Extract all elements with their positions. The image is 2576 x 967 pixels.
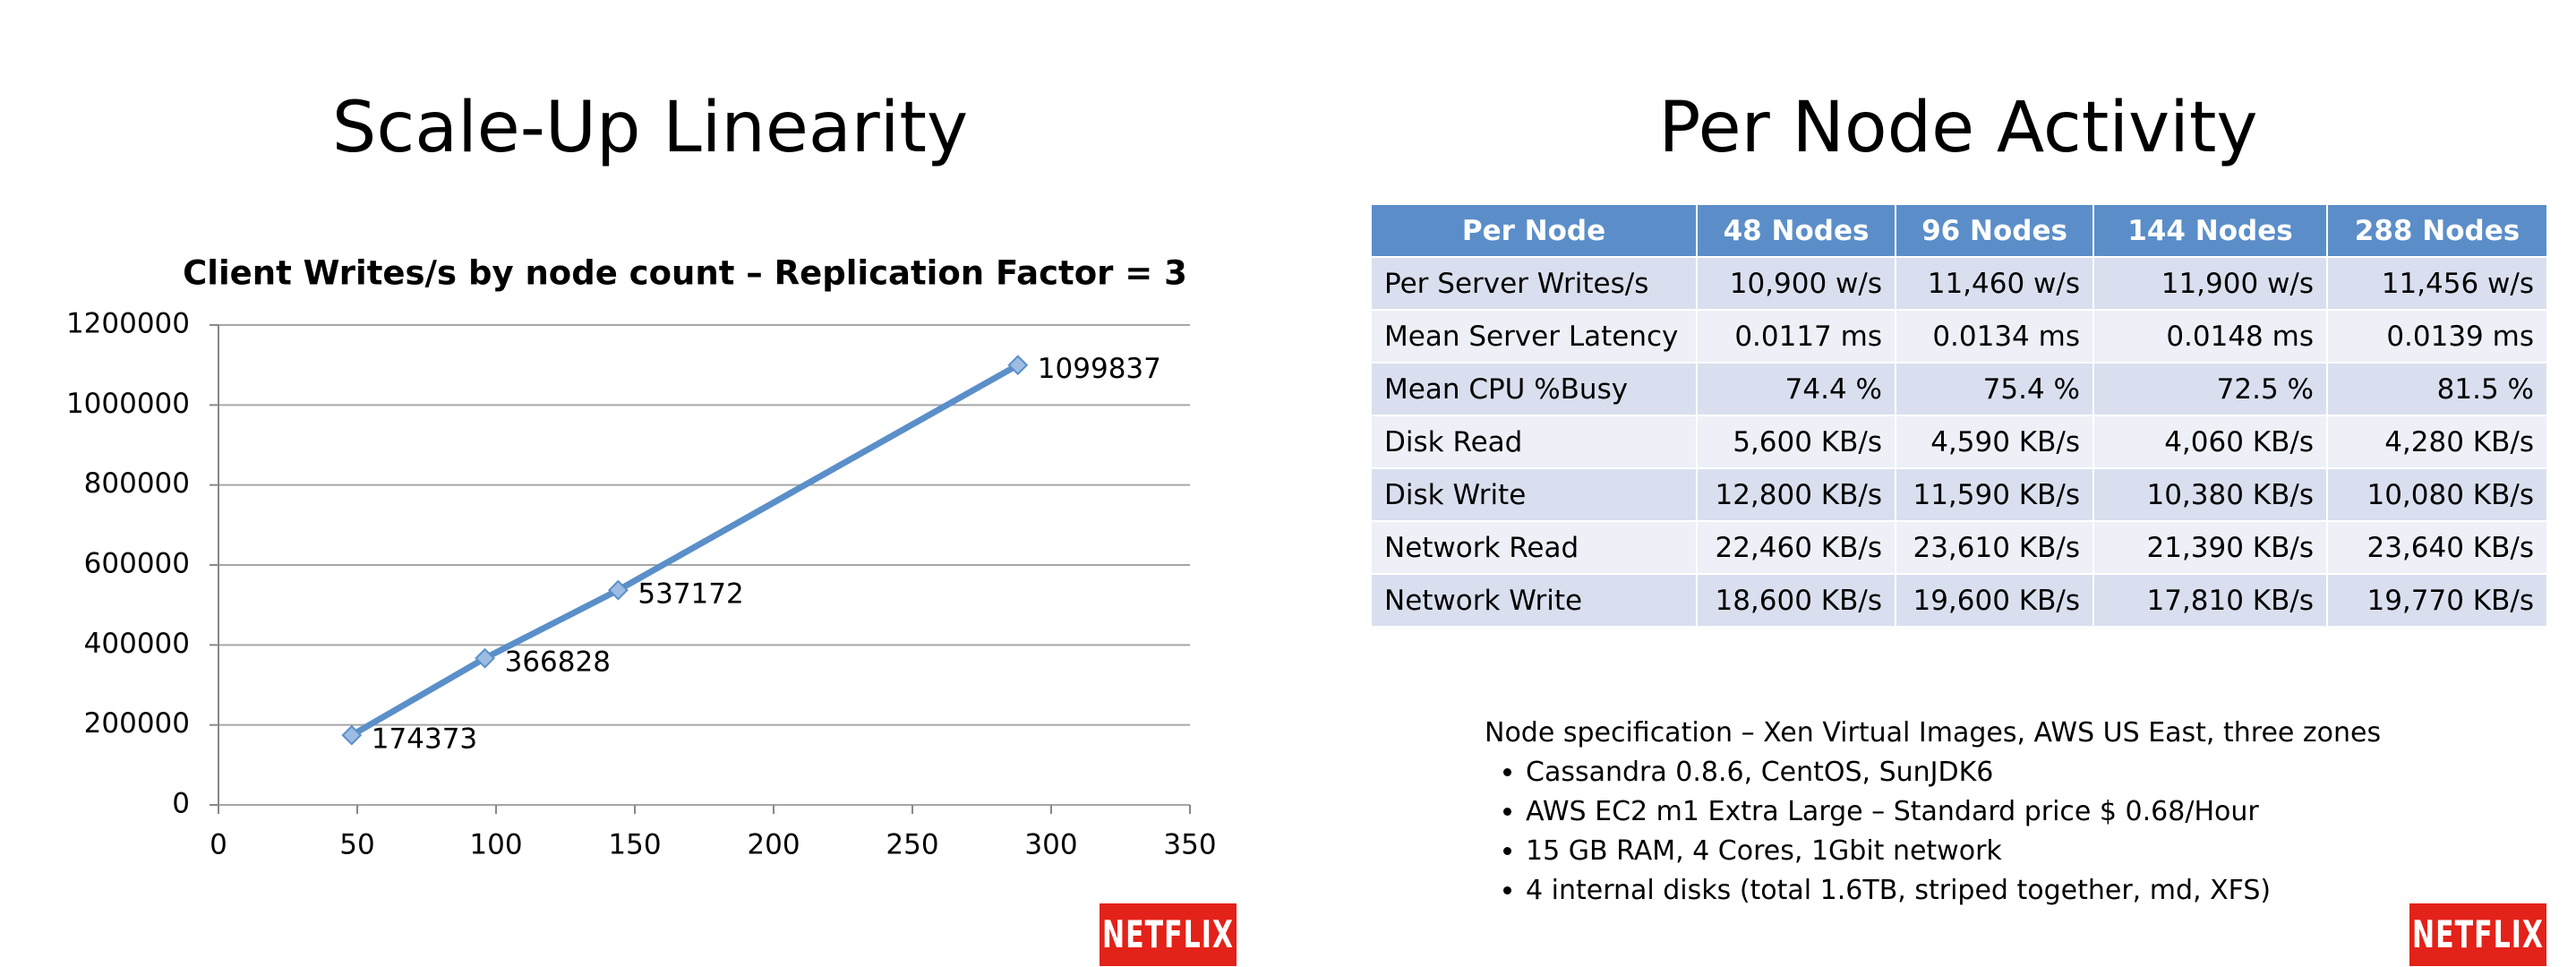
table-cell: 23,610 KB/s [1895, 520, 2094, 575]
table-row: Per Server Writes/s 10,900 w/s 11,460 w/s 1… [1370, 256, 2548, 311]
data-label: 174373 [372, 723, 477, 756]
x-tick-label: 150 [608, 829, 661, 861]
table-cell: 10,900 w/s [1696, 256, 1896, 311]
y-tick-label: 1000000 [66, 388, 190, 420]
table-cell: 11,900 w/s [2092, 256, 2328, 311]
table-cell: 0.0148 ms [2092, 309, 2328, 364]
data-line [350, 362, 1020, 739]
data-label: 537172 [638, 578, 743, 611]
table-cell: 11,590 KB/s [1895, 467, 2094, 522]
table-cell: 21,390 KB/s [2092, 520, 2328, 575]
table-cell: 11,456 w/s [2326, 256, 2548, 311]
data-point [607, 579, 629, 601]
table-cell: 10,380 KB/s [2092, 467, 2328, 522]
table-cell: 74.4 % [1696, 362, 1896, 416]
data-point [475, 647, 496, 669]
header-cell: Per Node [1370, 203, 1698, 258]
table-cell: 75.4 % [1895, 362, 2094, 416]
table-cell: 17,810 KB/s [2092, 573, 2328, 628]
table-cell: 18,600 KB/s [1696, 573, 1896, 628]
logo-text: NETFLIX [1102, 912, 1234, 957]
table-row: Network Read 22,460 KB/s 23,610 KB/s 21,390… [1370, 520, 2548, 575]
netflix-logo: NETFLIX [1100, 903, 1237, 966]
table-cell: 22,460 KB/s [1696, 520, 1896, 575]
y-tick-label: 600000 [84, 548, 190, 580]
x-tick-label: 50 [339, 829, 374, 861]
y-tick-label: 400000 [84, 628, 190, 660]
chart: Client Writes/s by node count – Replicat… [66, 254, 1217, 861]
table-cell: 72.5 % [2092, 362, 2328, 416]
bullet-list: Cassandra 0.8.6, CentOS, SunJDK6AWS EC2 … [1485, 753, 2381, 911]
right-title: Per Node Activity [1658, 88, 2258, 168]
logo-text: NETFLIX [2412, 912, 2544, 957]
table-cell: 10,080 KB/s [2326, 467, 2548, 522]
table-cell: Network Write [1370, 573, 1698, 628]
table-cell: Disk Read [1370, 415, 1698, 469]
table-row: Mean CPU %Busy 74.4 % 75.4 % 72.5 % 81.5 % [1370, 362, 2548, 416]
bullet: Cassandra 0.8.6, CentOS, SunJDK6 [1526, 753, 2381, 792]
table-row: Network Write 18,600 KB/s 19,600 KB/s 17,81… [1370, 573, 2548, 628]
y-tick-label: 200000 [84, 707, 190, 740]
table-cell: Disk Write [1370, 467, 1698, 522]
bullet: 4 internal disks (total 1.6TB, striped t… [1526, 871, 2381, 911]
x-tick-label: 300 [1024, 829, 1077, 861]
table-cell: 0.0117 ms [1696, 309, 1896, 364]
x-tick-label: 350 [1163, 829, 1216, 861]
data-label: 1099837 [1038, 353, 1161, 385]
left-title: Scale-Up Linearity [331, 88, 969, 168]
table-cell: 4,590 KB/s [1895, 415, 2094, 469]
table-cell: 12,800 KB/s [1696, 467, 1896, 522]
activity-table: Per Node 48 Nodes 96 Nodes 144 Nodes 288 Nod… [1370, 203, 2548, 628]
bullet: AWS EC2 m1 Extra Large – Standard price … [1526, 792, 2381, 832]
table-row: Mean Server Latency 0.0117 ms 0.0134 ms 0.0… [1370, 309, 2548, 364]
chart-title: Client Writes/s by node count – Replicat… [183, 254, 1187, 293]
x-tick-label: 200 [747, 829, 800, 861]
table-cell: 4,280 KB/s [2326, 415, 2548, 469]
data-label: 366828 [505, 646, 611, 679]
bullet: 15 GB RAM, 4 Cores, 1Gbit network [1526, 832, 2381, 871]
table-cell: Per Server Writes/s [1370, 256, 1698, 311]
table-cell: Network Read [1370, 520, 1698, 575]
header-cell: 144 Nodes [2092, 203, 2328, 258]
table-cell: 0.0139 ms [2326, 309, 2548, 364]
y-tick-label: 800000 [84, 467, 190, 500]
table-cell: 11,460 w/s [1895, 256, 2094, 311]
header-cell: 96 Nodes [1895, 203, 2094, 258]
y-tick-label: 1200000 [66, 308, 190, 340]
data-point [341, 724, 363, 746]
table-cell: 19,600 KB/s [1895, 573, 2094, 628]
table-row: Disk Read 5,600 KB/s 4,590 KB/s 4,060 KB/s 4… [1370, 415, 2548, 469]
table-cell: 5,600 KB/s [1696, 415, 1896, 469]
header-cell: 48 Nodes [1696, 203, 1896, 258]
y-tick-label: 0 [172, 788, 190, 820]
notes-heading: Node specification – Xen Virtual Images,… [1485, 717, 2382, 749]
netflix-logo: NETFLIX [2409, 903, 2546, 966]
header-cell: 288 Nodes [2326, 203, 2548, 258]
table-cell: 4,060 KB/s [2092, 415, 2328, 469]
x-tick-label: 100 [469, 829, 522, 861]
table-row: Disk Write 12,800 KB/s 11,590 KB/s 10,380 K… [1370, 467, 2548, 522]
x-tick-label: 0 [210, 829, 227, 861]
table-cell: 23,640 KB/s [2326, 520, 2548, 575]
table-cell: 0.0134 ms [1895, 309, 2094, 364]
table-cell: 81.5 % [2326, 362, 2548, 416]
header-row: Per Node 48 Nodes 96 Nodes 144 Nodes 288 Nod… [1370, 203, 2548, 258]
table-cell: 19,770 KB/s [2326, 573, 2548, 628]
table-cell: Mean CPU %Busy [1370, 362, 1698, 416]
x-tick-label: 250 [886, 829, 938, 861]
notes: Node specification – Xen Virtual Images,… [1485, 714, 2381, 911]
table-cell: Mean Server Latency [1370, 309, 1698, 364]
data-point [1007, 355, 1029, 376]
